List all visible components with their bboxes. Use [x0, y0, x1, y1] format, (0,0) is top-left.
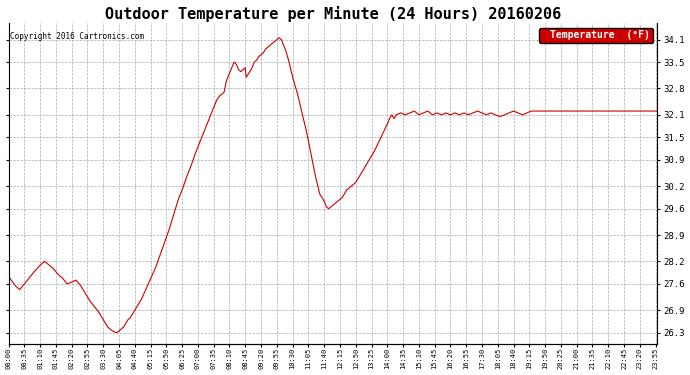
Legend: Temperature  (°F): Temperature (°F) — [539, 28, 653, 44]
Title: Outdoor Temperature per Minute (24 Hours) 20160206: Outdoor Temperature per Minute (24 Hours… — [105, 6, 561, 21]
Text: Copyright 2016 Cartronics.com: Copyright 2016 Cartronics.com — [10, 32, 144, 41]
